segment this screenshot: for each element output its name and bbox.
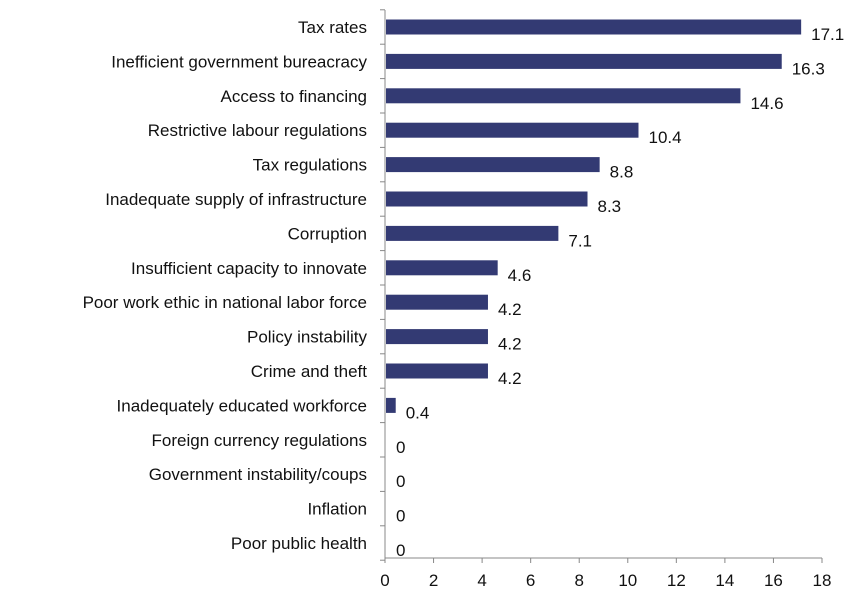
bar-3	[386, 122, 639, 138]
value-label-5: 8.3	[598, 197, 622, 216]
category-label-11: Inadequately educated workforce	[117, 396, 367, 415]
value-label-12: 0	[396, 438, 405, 457]
bar-0	[386, 19, 802, 35]
value-label-10: 4.2	[498, 369, 522, 388]
category-label-6: Corruption	[288, 224, 367, 243]
bar-10	[386, 363, 488, 379]
value-label-14: 0	[396, 507, 405, 526]
value-label-11: 0.4	[406, 403, 430, 422]
bar-4	[386, 157, 600, 173]
value-label-9: 4.2	[498, 335, 522, 354]
value-label-1: 16.3	[792, 59, 825, 78]
category-label-12: Foreign currency regulations	[152, 431, 367, 450]
bar-1	[386, 53, 782, 69]
bar-8	[386, 294, 488, 310]
x-tick-label-8: 16	[764, 571, 783, 590]
value-label-0: 17.1	[811, 25, 844, 44]
value-label-3: 10.4	[648, 128, 681, 147]
category-label-14: Inflation	[307, 500, 367, 519]
bar-9	[386, 329, 488, 345]
category-label-3: Restrictive labour regulations	[148, 121, 367, 140]
bar-7	[386, 260, 498, 276]
bar-11	[386, 397, 396, 413]
bar-5	[386, 191, 588, 207]
x-tick-label-5: 10	[618, 571, 637, 590]
category-label-10: Crime and theft	[251, 362, 367, 381]
category-label-4: Tax regulations	[253, 156, 367, 175]
bar-2	[386, 88, 741, 104]
value-label-15: 0	[396, 541, 405, 560]
value-label-8: 4.2	[498, 300, 522, 319]
value-label-6: 7.1	[568, 231, 592, 250]
category-label-13: Government instability/coups	[149, 465, 367, 484]
category-label-0: Tax rates	[298, 18, 367, 37]
category-label-2: Access to financing	[221, 87, 367, 106]
bars-group	[386, 19, 802, 413]
x-tick-label-0: 0	[380, 571, 389, 590]
category-label-9: Policy instability	[247, 328, 367, 347]
value-label-4: 8.8	[610, 163, 634, 182]
x-tick-label-9: 18	[813, 571, 832, 590]
value-labels: 17.1 16.3 14.6 10.4 8.8 8.3 7.1 4.6 4.2 4.2 4.2 0.4…	[396, 25, 844, 560]
axes-group	[380, 9, 823, 563]
value-label-7: 4.6	[508, 266, 532, 285]
x-tick-label-1: 2	[429, 571, 438, 590]
value-label-2: 14.6	[750, 94, 783, 113]
x-tick-label-2: 4	[477, 571, 486, 590]
x-tick-label-4: 8	[574, 571, 583, 590]
category-label-1: Inefficient government bureacracy	[111, 52, 367, 71]
x-tick-label-7: 14	[715, 571, 734, 590]
value-label-13: 0	[396, 472, 405, 491]
category-label-8: Poor work ethic in national labor force	[83, 293, 367, 312]
x-tick-label-3: 6	[526, 571, 535, 590]
category-label-7: Insufficient capacity to innovate	[131, 259, 367, 278]
x-tick-label-6: 12	[667, 571, 686, 590]
bar-6	[386, 225, 559, 241]
category-labels: Tax rates Inefficient government bureacra…	[83, 18, 368, 553]
category-label-5: Inadequate supply of infrastructure	[105, 190, 367, 209]
category-label-15: Poor public health	[231, 534, 367, 553]
x-tick-labels: 0 2 4 6 8 10 12 14 16 18	[380, 571, 831, 590]
